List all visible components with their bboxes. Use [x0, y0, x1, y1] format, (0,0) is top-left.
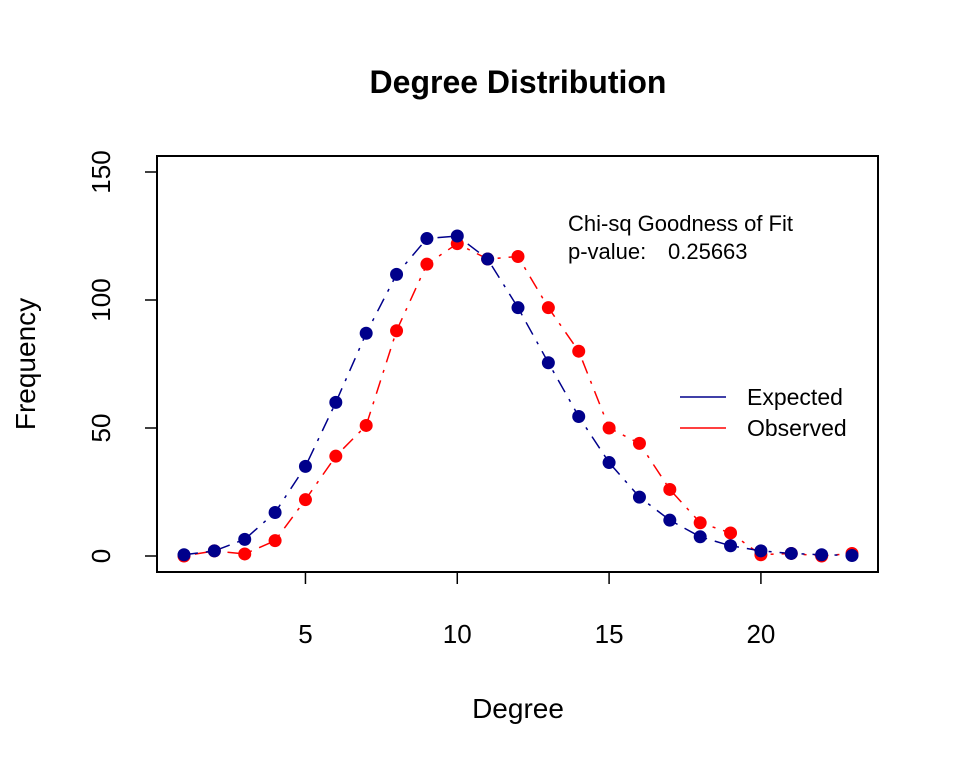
point-expected — [572, 409, 586, 423]
point-expected — [238, 532, 252, 546]
point-expected — [450, 229, 464, 243]
point-observed — [572, 344, 586, 358]
annotation-pvalue-label: p-value: — [568, 239, 646, 264]
point-expected — [420, 232, 434, 246]
legend-label-expected: Expected — [747, 384, 843, 410]
legend: Expected Observed — [680, 384, 847, 441]
point-observed — [268, 534, 282, 548]
point-expected — [845, 548, 859, 562]
annotation: Chi-sq Goodness of Fit p-value: 0.25663 — [568, 211, 793, 264]
point-observed — [298, 493, 312, 507]
x-axis-label: Degree — [472, 693, 564, 724]
point-observed — [238, 547, 252, 561]
x-axis: 5 10 15 20 — [298, 571, 775, 649]
chart-title: Degree Distribution — [370, 64, 667, 100]
point-expected — [541, 356, 555, 370]
y-axis-label: Frequency — [10, 298, 41, 430]
point-observed — [602, 421, 616, 435]
x-tick-label: 15 — [595, 619, 624, 649]
point-expected — [602, 456, 616, 470]
annotation-title: Chi-sq Goodness of Fit — [568, 211, 793, 236]
point-expected — [329, 395, 343, 409]
point-observed — [359, 418, 373, 432]
point-observed — [511, 249, 525, 263]
annotation-pvalue-value: 0.25663 — [668, 239, 748, 264]
point-observed — [420, 257, 434, 271]
y-tick-label: 50 — [86, 414, 116, 443]
point-expected — [481, 252, 495, 266]
point-observed — [329, 449, 343, 463]
point-expected — [815, 548, 829, 562]
x-tick-label: 20 — [746, 619, 775, 649]
point-expected — [754, 544, 768, 558]
series-line-expected — [183, 235, 853, 557]
point-observed — [632, 436, 646, 450]
point-observed — [541, 301, 555, 315]
point-expected — [784, 546, 798, 560]
point-observed — [390, 324, 404, 338]
point-observed — [693, 516, 707, 530]
point-expected — [390, 267, 404, 281]
point-expected — [724, 539, 738, 553]
point-expected — [663, 513, 677, 527]
point-observed — [663, 482, 677, 496]
x-tick-label: 5 — [298, 619, 312, 649]
y-tick-label: 0 — [86, 549, 116, 563]
y-axis: 0 50 100 150 — [86, 150, 158, 563]
x-tick-label: 10 — [443, 619, 472, 649]
legend-label-observed: Observed — [747, 415, 847, 441]
point-expected — [632, 490, 646, 504]
point-expected — [693, 530, 707, 544]
point-expected — [511, 301, 525, 315]
y-tick-label: 100 — [86, 278, 116, 321]
series-layer — [177, 229, 859, 563]
y-tick-label: 150 — [86, 150, 116, 193]
point-expected — [359, 326, 373, 340]
point-expected — [177, 548, 191, 562]
point-expected — [268, 505, 282, 519]
point-expected — [298, 459, 312, 473]
point-expected — [207, 544, 221, 558]
point-observed — [724, 526, 738, 540]
